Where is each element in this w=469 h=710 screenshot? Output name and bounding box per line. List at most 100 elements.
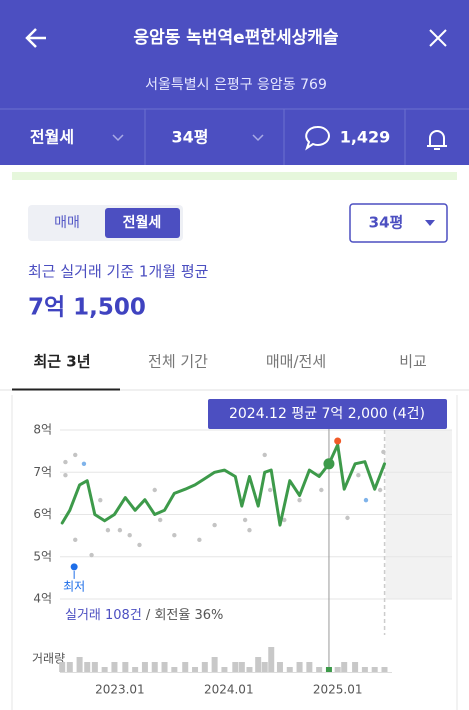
stats: 실거래 108건 / 회전율 36% xyxy=(65,608,223,623)
volume-bar xyxy=(296,662,303,672)
trade-dot xyxy=(157,517,163,523)
volume-bar xyxy=(182,662,189,672)
volume-bar xyxy=(334,667,341,672)
volume-bar xyxy=(151,662,158,672)
trade-dot xyxy=(127,533,132,538)
trade-dot xyxy=(137,542,142,548)
summary-label: 최근 실거래 기준 1개월 평균 xyxy=(28,263,209,281)
y-tick-label: 6억 xyxy=(33,507,52,521)
tooltip: 2024.12 평균 7억 2,000 (4건) xyxy=(229,406,425,422)
volume-bar xyxy=(238,662,245,672)
volume-bar xyxy=(141,662,148,672)
chevron xyxy=(252,134,264,142)
y-tick-label: 8억 xyxy=(33,423,52,437)
volume-bar xyxy=(306,662,313,672)
volume-bar xyxy=(59,662,66,672)
trade-dot xyxy=(172,533,177,538)
title: 응암동 녹번역e편한세상캐슬 xyxy=(133,28,338,48)
volume-bar xyxy=(122,662,129,672)
volume-bar xyxy=(66,662,73,672)
volume-bar xyxy=(268,647,275,672)
volume-bar xyxy=(381,667,388,672)
highlight-point xyxy=(323,458,335,470)
x-tick-label: 2024.01 xyxy=(204,683,254,697)
back-button[interactable] xyxy=(25,28,46,48)
toggle-active xyxy=(105,208,180,238)
trade-dot xyxy=(377,487,383,493)
max-point xyxy=(334,437,342,445)
trade-dot xyxy=(262,452,267,458)
trade-dot xyxy=(282,517,287,523)
caret xyxy=(425,220,435,226)
period-tab: 비교 xyxy=(399,353,427,371)
volume-bar xyxy=(201,662,208,672)
volume-bar xyxy=(286,667,293,672)
toggle-option[interactable]: 매매 xyxy=(54,215,80,231)
price-line xyxy=(60,443,386,527)
volume-bar xyxy=(371,667,378,672)
volume-bar xyxy=(246,667,253,672)
volume-bar xyxy=(211,657,218,672)
volume-bar xyxy=(111,662,118,672)
x-tick-label: 2025.01 xyxy=(313,683,363,697)
volume-bar xyxy=(91,662,98,672)
min-point xyxy=(70,563,78,571)
y-tick-label: 4억 xyxy=(33,592,52,606)
volume-bar xyxy=(161,662,168,672)
tooltip-bg xyxy=(208,399,447,429)
min-label: 최저 xyxy=(63,579,85,593)
x-tick-label: 2023.01 xyxy=(95,683,145,697)
trade-dot xyxy=(345,515,350,521)
trade-dot xyxy=(267,487,273,493)
size-select-label: 34평 xyxy=(369,214,404,232)
volume-bar xyxy=(261,662,268,672)
volume-bar xyxy=(232,662,239,672)
trade-dot xyxy=(356,473,361,478)
bell-icon[interactable] xyxy=(427,130,447,150)
size-select[interactable] xyxy=(349,203,448,243)
trade-dot xyxy=(197,537,202,543)
trade-dot xyxy=(152,487,157,493)
chevron xyxy=(112,134,124,142)
close-button[interactable] xyxy=(429,29,447,47)
trade-dot xyxy=(242,517,248,523)
size[interactable]: 34평 xyxy=(172,128,209,147)
address: 서울특별시 은평구 응암동 769 xyxy=(145,77,327,93)
trade-dot xyxy=(63,473,68,478)
trade-dot xyxy=(319,487,324,493)
toggle-option[interactable]: 전월세 xyxy=(123,214,162,231)
trade-dot xyxy=(117,527,123,533)
period-tab: 최근 3년 xyxy=(33,353,90,371)
volume-bar xyxy=(352,662,359,672)
y-tick-label: 5억 xyxy=(33,549,52,563)
volume-label: 거래량 xyxy=(32,652,65,666)
trade-dot xyxy=(63,459,68,465)
trade-dot xyxy=(247,527,252,533)
y-tick-label: 7억 xyxy=(33,465,52,479)
volume-bar xyxy=(76,657,83,672)
trade-dot xyxy=(297,497,302,503)
trade-dot xyxy=(89,552,94,558)
summary-price: 7억 1,500 xyxy=(28,295,146,321)
volume-bar xyxy=(316,667,323,672)
trade-dot xyxy=(363,497,369,503)
volume-bar xyxy=(101,667,108,672)
comment-icon[interactable] xyxy=(305,125,330,151)
header-bg xyxy=(0,0,469,165)
period-tab: 전체 기간 xyxy=(148,353,208,371)
volume-bar xyxy=(341,662,348,672)
volume-bar xyxy=(325,667,332,672)
trade-dot xyxy=(212,522,217,528)
trade-dot xyxy=(98,497,103,503)
stats-count: 실거래 108건 xyxy=(65,608,142,623)
trade-dot xyxy=(381,449,386,455)
trade-dot xyxy=(73,537,78,543)
trade-dot xyxy=(73,452,78,458)
comment-count[interactable]: 1,429 xyxy=(340,128,391,147)
deal-type[interactable]: 전월세 xyxy=(30,128,74,147)
volume-bar xyxy=(192,667,199,672)
volume-bar xyxy=(221,667,228,672)
trade-dot xyxy=(105,527,111,533)
volume-bar xyxy=(255,657,262,672)
